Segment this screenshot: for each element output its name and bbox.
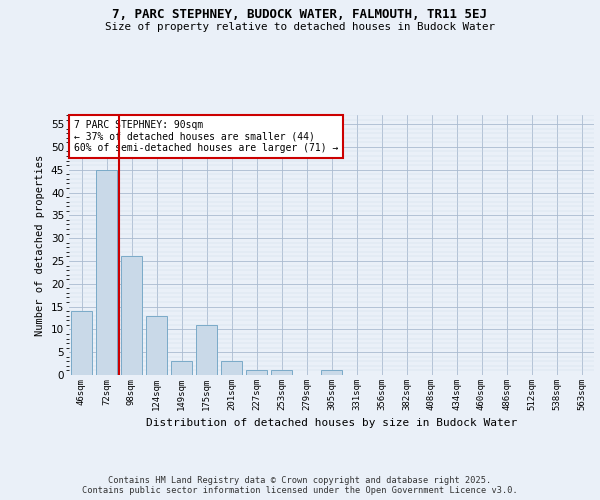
Bar xyxy=(271,370,292,375)
Bar xyxy=(321,370,342,375)
Bar xyxy=(121,256,142,375)
Bar xyxy=(221,362,242,375)
Bar xyxy=(96,170,117,375)
Bar xyxy=(171,362,192,375)
X-axis label: Distribution of detached houses by size in Budock Water: Distribution of detached houses by size … xyxy=(146,418,517,428)
Text: 7 PARC STEPHNEY: 90sqm
← 37% of detached houses are smaller (44)
60% of semi-det: 7 PARC STEPHNEY: 90sqm ← 37% of detached… xyxy=(74,120,338,154)
Bar xyxy=(146,316,167,375)
Text: 7, PARC STEPHNEY, BUDOCK WATER, FALMOUTH, TR11 5EJ: 7, PARC STEPHNEY, BUDOCK WATER, FALMOUTH… xyxy=(113,8,487,20)
Bar xyxy=(71,311,92,375)
Bar xyxy=(246,370,267,375)
Y-axis label: Number of detached properties: Number of detached properties xyxy=(35,154,46,336)
Text: Contains HM Land Registry data © Crown copyright and database right 2025.
Contai: Contains HM Land Registry data © Crown c… xyxy=(82,476,518,495)
Bar xyxy=(196,325,217,375)
Text: Size of property relative to detached houses in Budock Water: Size of property relative to detached ho… xyxy=(105,22,495,32)
